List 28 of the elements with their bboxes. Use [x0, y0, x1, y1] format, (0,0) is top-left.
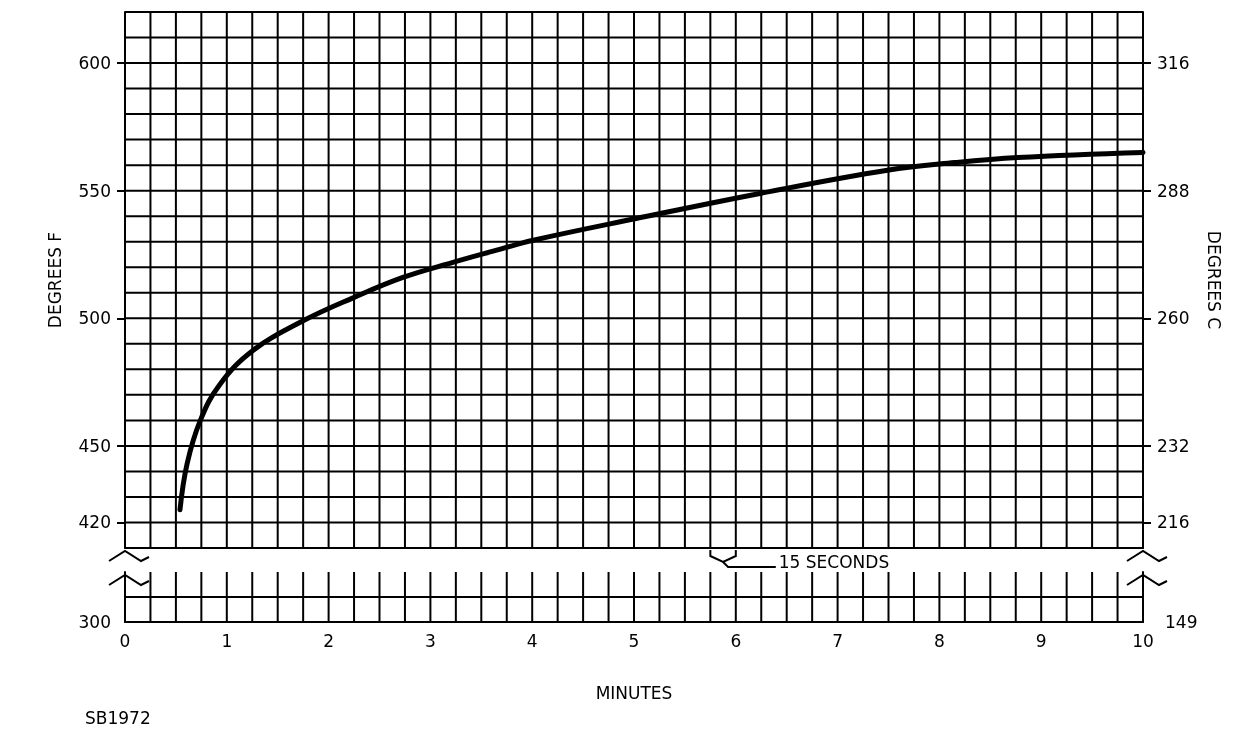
x-tick-label: 10 — [1132, 630, 1154, 651]
text: 15 SECONDS — [778, 552, 890, 572]
y2-tick-label: 232 — [1157, 436, 1190, 457]
y-tick-label: 600 — [78, 53, 111, 74]
y-tick-label: 450 — [78, 435, 111, 456]
y2-tick-label: 288 — [1157, 180, 1190, 201]
y2-tick-label: 260 — [1157, 308, 1190, 329]
x-tick-label: 9 — [1035, 630, 1047, 651]
y-tick-label: 420 — [78, 512, 111, 533]
text: 300 — [78, 612, 111, 632]
x-tick-label: 2 — [323, 630, 335, 651]
x-tick-label: 1 — [221, 630, 233, 651]
x-tick-label: 8 — [933, 630, 945, 651]
y-tick-label: 550 — [78, 180, 111, 201]
y-axis-title: DEGREES F — [44, 231, 65, 329]
y2-tick-label: 216 — [1157, 512, 1190, 533]
y-tick-label: 500 — [78, 308, 111, 329]
x-tick-label: 5 — [628, 630, 640, 651]
x-tick-label: 7 — [832, 630, 844, 651]
x-tick-label: 4 — [526, 630, 538, 651]
y2-axis-title: DEGREES C — [1203, 230, 1224, 330]
text: SB1972 — [85, 708, 151, 728]
text: 149 — [1165, 612, 1198, 632]
y2-tick-label: 316 — [1157, 52, 1190, 73]
x-tick-label: 6 — [730, 630, 742, 651]
x-axis-title: MINUTES — [595, 682, 673, 703]
x-tick-label: 0 — [119, 630, 131, 651]
x-tick-label: 3 — [424, 630, 436, 651]
